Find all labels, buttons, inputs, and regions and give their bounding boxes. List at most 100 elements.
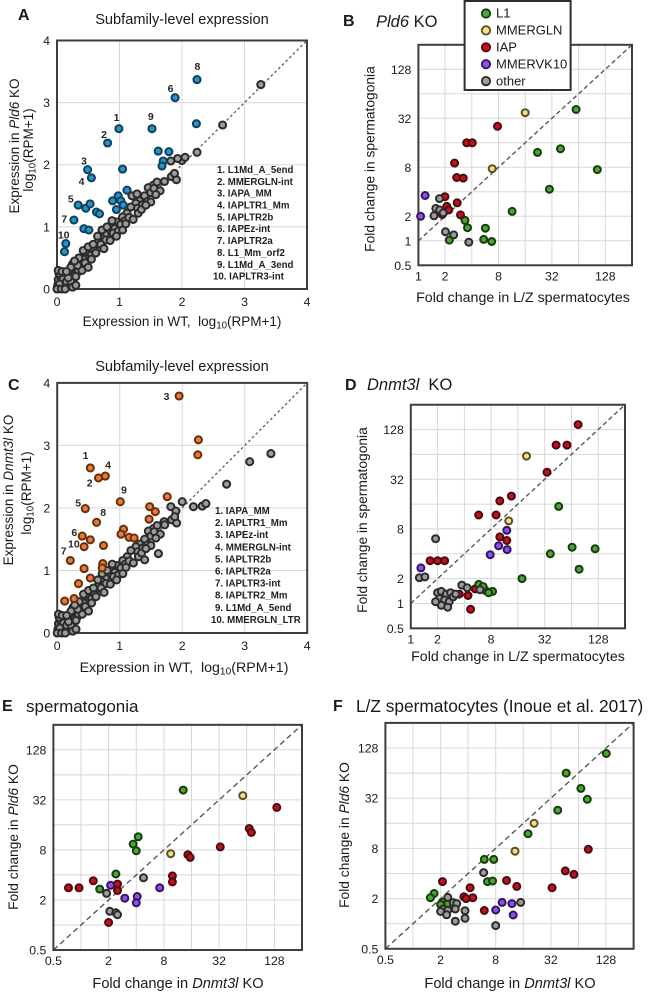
svg-text:0: 0 [54, 295, 61, 309]
svg-text:8: 8 [495, 269, 502, 283]
svg-text:8: 8 [194, 61, 200, 73]
svg-text:5: 5 [68, 194, 74, 206]
svg-text:5. IAPLTR2b: 5. IAPLTR2b [215, 554, 271, 565]
svg-text:8: 8 [488, 632, 495, 646]
svg-text:4: 4 [105, 460, 111, 472]
svg-text:9: 9 [121, 485, 127, 497]
svg-text:4: 4 [43, 34, 50, 48]
svg-text:2: 2 [43, 158, 50, 172]
svg-text:1: 1 [43, 220, 50, 234]
svg-text:MMERGLN: MMERGLN [496, 23, 562, 38]
svg-text:log10(RPM+1): log10(RPM+1) [21, 108, 39, 191]
svg-text:2. MMERGLN-int: 2. MMERGLN-int [217, 177, 294, 188]
svg-text:Pld6 KO: Pld6 KO [376, 13, 438, 31]
svg-text:1: 1 [116, 639, 123, 653]
svg-text:spermatogonia: spermatogonia [26, 697, 139, 716]
svg-text:32: 32 [545, 269, 559, 283]
svg-text:10: 10 [58, 230, 70, 242]
svg-text:0.5: 0.5 [45, 954, 62, 968]
svg-text:1: 1 [116, 295, 123, 309]
svg-text:2: 2 [179, 639, 186, 653]
svg-text:32: 32 [398, 112, 412, 126]
svg-text:1: 1 [83, 450, 89, 462]
svg-text:7: 7 [61, 214, 67, 226]
svg-text:0: 0 [43, 283, 50, 297]
svg-text:9. L1Md_A_5end: 9. L1Md_A_5end [215, 603, 292, 614]
svg-text:Fold change in Pld6 KO: Fold change in Pld6 KO [6, 764, 21, 910]
svg-text:3: 3 [43, 439, 50, 453]
svg-text:32: 32 [390, 473, 404, 487]
svg-text:128: 128 [588, 632, 609, 646]
svg-text:3: 3 [81, 156, 87, 168]
svg-text:6: 6 [168, 83, 174, 95]
svg-text:128: 128 [391, 63, 412, 77]
svg-text:8: 8 [405, 161, 412, 175]
svg-text:2: 2 [87, 478, 93, 490]
svg-text:10. MMERGLN_LTR: 10. MMERGLN_LTR [211, 615, 301, 626]
svg-text:0.5: 0.5 [394, 259, 411, 273]
svg-text:Fold change in spermatogonia: Fold change in spermatogonia [355, 427, 370, 613]
svg-text:6. IAPLTR2a: 6. IAPLTR2a [215, 567, 271, 578]
svg-text:3. IAPA_MM: 3. IAPA_MM [217, 189, 272, 200]
svg-text:128: 128 [358, 742, 379, 756]
svg-text:Dnmt3l KO: Dnmt3l KO [367, 376, 452, 394]
svg-text:1: 1 [415, 269, 422, 283]
svg-text:2: 2 [437, 953, 444, 967]
svg-text:Expression in Pld6 KO: Expression in Pld6 KO [7, 78, 22, 213]
svg-text:A: A [18, 7, 30, 24]
svg-text:2: 2 [105, 954, 112, 968]
svg-text:10: 10 [68, 539, 80, 551]
svg-text:MMERVK10: MMERVK10 [496, 56, 567, 71]
svg-text:Expression in Dnmt3l KO: Expression in Dnmt3l KO [1, 415, 16, 566]
svg-text:1: 1 [397, 597, 404, 611]
svg-text:4: 4 [43, 376, 50, 390]
svg-text:0.5: 0.5 [387, 622, 404, 636]
svg-text:8: 8 [160, 954, 167, 968]
svg-text:9: 9 [148, 111, 154, 123]
svg-text:32: 32 [538, 632, 552, 646]
svg-text:8. IAPLTR2_Mm: 8. IAPLTR2_Mm [215, 591, 288, 602]
svg-text:32: 32 [212, 954, 226, 968]
svg-text:Expression in WT, log10(RPM+1: Expression in WT, log10(RPM+1) [83, 314, 282, 332]
svg-text:8: 8 [100, 507, 106, 519]
svg-text:10. IAPLTR3-int: 10. IAPLTR3-int [213, 272, 285, 283]
svg-text:3: 3 [241, 639, 248, 653]
svg-text:4. MMERGLN-int: 4. MMERGLN-int [215, 542, 292, 553]
svg-text:other: other [496, 73, 526, 88]
svg-text:B: B [343, 13, 355, 30]
svg-text:3: 3 [43, 96, 50, 110]
svg-text:2: 2 [372, 892, 379, 906]
svg-text:2: 2 [434, 632, 441, 646]
svg-text:Fold change in L/Z spermatocyt: Fold change in L/Z spermatocytes [411, 649, 625, 665]
svg-text:7. IAPLTR3-int: 7. IAPLTR3-int [215, 579, 281, 590]
svg-text:D: D [345, 377, 357, 394]
svg-text:Fold change in spermatogonia: Fold change in spermatogonia [363, 66, 378, 252]
svg-text:4: 4 [304, 639, 311, 653]
svg-text:8. L1_Mm_orf2: 8. L1_Mm_orf2 [217, 248, 285, 259]
svg-text:2. IAPLTR1_Mm: 2. IAPLTR1_Mm [215, 518, 288, 529]
svg-text:4. IAPLTR1_Mm: 4. IAPLTR1_Mm [217, 201, 290, 212]
svg-text:128: 128 [383, 423, 404, 437]
svg-text:1. IAPA_MM: 1. IAPA_MM [215, 506, 270, 517]
svg-text:IAP: IAP [496, 40, 517, 55]
svg-text:6: 6 [71, 527, 77, 539]
svg-text:3: 3 [164, 391, 170, 403]
svg-text:Fold change in Pld6 KO: Fold change in Pld6 KO [337, 762, 352, 908]
svg-text:128: 128 [264, 954, 285, 968]
svg-text:0: 0 [43, 627, 50, 641]
svg-text:128: 128 [26, 743, 47, 757]
svg-text:128: 128 [595, 269, 616, 283]
svg-text:Fold change in L/Z spermatocyt: Fold change in L/Z spermatocytes [416, 290, 630, 306]
svg-text:3: 3 [241, 295, 248, 309]
svg-text:1. L1Md_A_5end: 1. L1Md_A_5end [217, 165, 294, 176]
svg-text:Fold change in Dnmt3l KO: Fold change in Dnmt3l KO [92, 976, 263, 992]
svg-text:1: 1 [407, 632, 414, 646]
svg-text:Expression in WT, log10(RPM+1: Expression in WT, log10(RPM+1) [80, 660, 289, 678]
svg-text:8: 8 [372, 842, 379, 856]
svg-text:0.5: 0.5 [377, 953, 394, 967]
svg-text:2: 2 [442, 269, 449, 283]
svg-text:2: 2 [405, 210, 412, 224]
svg-text:2: 2 [397, 572, 404, 586]
svg-text:F: F [333, 698, 343, 715]
svg-text:C: C [8, 377, 20, 394]
